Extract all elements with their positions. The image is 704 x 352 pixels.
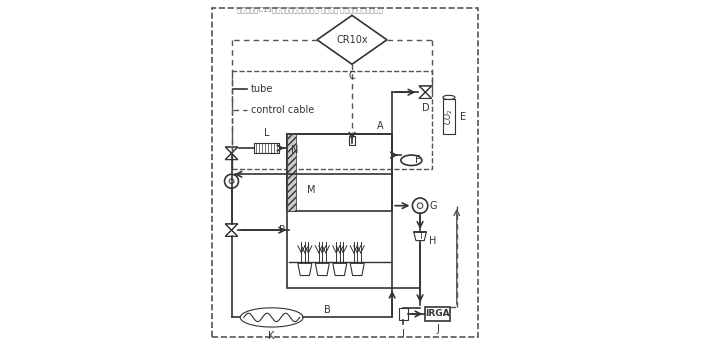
Bar	[254, 143, 279, 153]
Bar	[399, 308, 408, 320]
Text: M: M	[307, 185, 315, 195]
Bar	[287, 134, 392, 288]
Text: K: K	[268, 331, 275, 341]
Text: P: P	[279, 225, 285, 235]
Bar	[348, 136, 356, 145]
Text: E: E	[460, 112, 466, 122]
Text: L: L	[264, 127, 269, 138]
Text: D: D	[422, 103, 429, 113]
Text: control cable: control cable	[251, 105, 314, 115]
Bar	[213, 8, 478, 337]
Text: J: J	[436, 325, 439, 334]
Bar	[287, 134, 296, 211]
Text: H: H	[429, 235, 436, 246]
Text: I: I	[402, 329, 405, 339]
Bar	[443, 99, 455, 134]
Text: T: T	[417, 232, 422, 240]
Text: tube: tube	[251, 84, 273, 94]
Text: N: N	[291, 145, 298, 155]
Bar	[287, 134, 392, 211]
Text: IRGA: IRGA	[425, 309, 450, 319]
Text: C: C	[348, 71, 356, 81]
Text: $CO_2$: $CO_2$	[443, 108, 455, 125]
Text: CR10x: CR10x	[337, 35, 367, 45]
Text: 黑龙江小麦C13同位素标记秸秆丰度控制 客户至上 南京市智融联科技供应: 黑龙江小麦C13同位素标记秸秆丰度控制 客户至上 南京市智融联科技供应	[237, 7, 382, 13]
Text: F: F	[415, 155, 420, 165]
Text: B: B	[324, 305, 331, 315]
Text: G: G	[429, 201, 437, 211]
Text: A: A	[377, 121, 383, 131]
Bar	[232, 71, 432, 169]
Bar	[425, 307, 450, 321]
